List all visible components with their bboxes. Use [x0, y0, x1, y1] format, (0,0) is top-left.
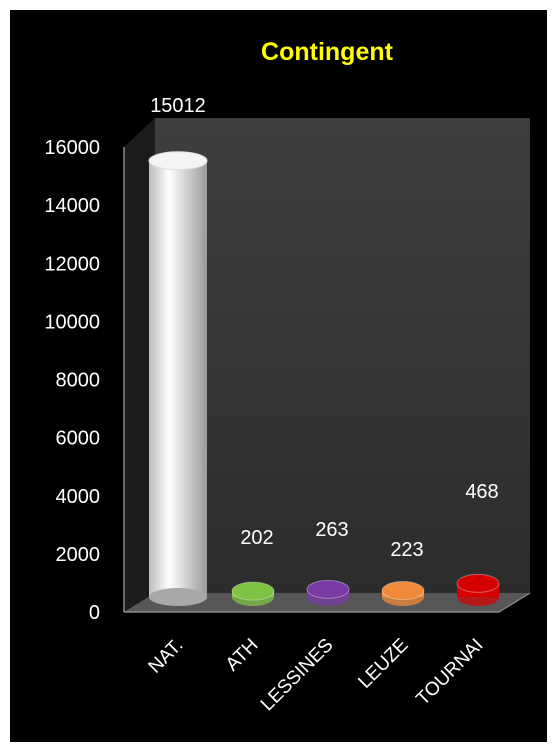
bars — [148, 151, 500, 606]
data-label: 202 — [240, 527, 273, 549]
chart-title: Contingent — [261, 38, 394, 66]
x-tick-label: ATH — [222, 635, 263, 676]
data-label: 15012 — [150, 95, 206, 117]
bar-top — [381, 581, 425, 601]
y-tick-label: 0 — [89, 602, 100, 624]
bar-base — [149, 588, 207, 606]
y-tick-label: 16000 — [44, 137, 100, 159]
x-tick-label: LESSINES — [257, 635, 338, 716]
data-label: 468 — [465, 481, 498, 503]
plot-back-wall — [155, 118, 530, 593]
bar-tournai — [456, 573, 500, 606]
y-tick-label: 6000 — [56, 428, 101, 450]
x-tick-label: TOURNAI — [412, 635, 487, 710]
bar-body — [149, 160, 207, 597]
y-tick-label: 14000 — [44, 195, 100, 217]
plot-side-wall — [124, 118, 155, 612]
bar-top — [306, 579, 350, 599]
bar-nat — [148, 151, 208, 606]
y-tick-labels: 0 2000 4000 6000 8000 10000 12000 14000 16000 — [44, 137, 100, 624]
bar-lessines — [306, 579, 350, 606]
y-tick-label: 8000 — [56, 370, 101, 392]
floor-edge-line — [498, 592, 531, 613]
bar-ath — [231, 581, 275, 606]
data-labels: 15012 202 263 223 468 — [150, 95, 499, 561]
data-label: 223 — [390, 539, 423, 561]
bar-top — [231, 581, 275, 601]
bar-top — [456, 573, 500, 593]
x-tick-label: NAT. — [145, 635, 188, 678]
y-tick-label: 10000 — [44, 311, 100, 333]
data-label: 263 — [315, 519, 348, 541]
x-tick-label: LEUZE — [354, 635, 412, 693]
y-tick-label: 2000 — [56, 544, 101, 566]
y-tick-label: 12000 — [44, 253, 100, 275]
bar-leuze — [381, 581, 425, 606]
bar-top — [148, 151, 208, 171]
y-tick-label: 4000 — [56, 486, 101, 508]
